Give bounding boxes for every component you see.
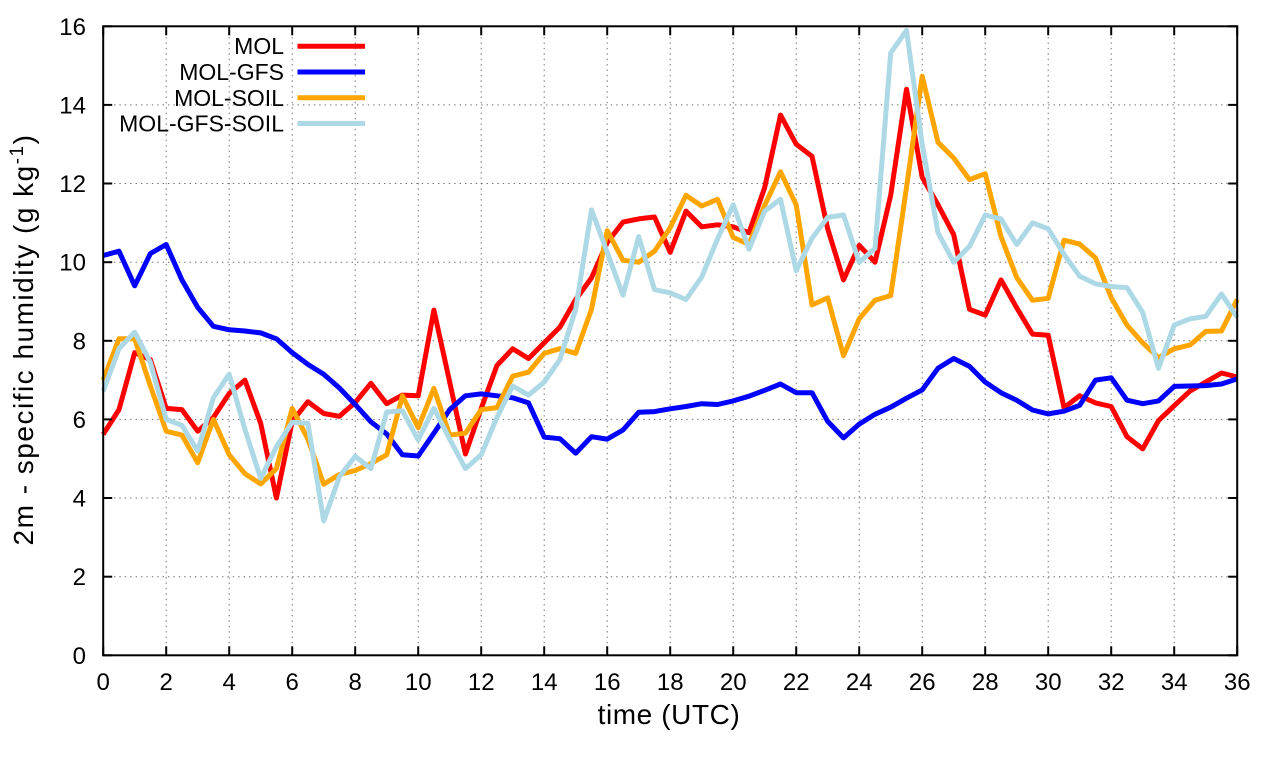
- svg-text:32: 32: [1098, 669, 1125, 696]
- svg-text:16: 16: [59, 14, 86, 41]
- svg-text:14: 14: [531, 669, 558, 696]
- svg-text:8: 8: [73, 328, 86, 355]
- svg-text:6: 6: [286, 669, 299, 696]
- svg-text:14: 14: [59, 92, 86, 119]
- svg-text:6: 6: [73, 407, 86, 434]
- svg-text:16: 16: [594, 669, 621, 696]
- svg-text:22: 22: [783, 669, 810, 696]
- svg-text:2: 2: [73, 564, 86, 591]
- svg-text:24: 24: [846, 669, 873, 696]
- svg-text:30: 30: [1035, 669, 1062, 696]
- svg-text:28: 28: [972, 669, 999, 696]
- svg-text:0: 0: [97, 669, 110, 696]
- svg-text:36: 36: [1224, 669, 1251, 696]
- svg-text:MOL-GFS-SOIL: MOL-GFS-SOIL: [119, 111, 284, 137]
- svg-text:26: 26: [909, 669, 936, 696]
- svg-text:10: 10: [59, 250, 86, 277]
- svg-text:12: 12: [468, 669, 495, 696]
- svg-text:0: 0: [73, 643, 86, 670]
- svg-text:18: 18: [657, 669, 684, 696]
- svg-text:time (UTC): time (UTC): [598, 699, 741, 730]
- svg-text:MOL-GFS: MOL-GFS: [179, 59, 284, 85]
- svg-text:20: 20: [720, 669, 747, 696]
- svg-text:MOL: MOL: [234, 33, 284, 59]
- svg-text:34: 34: [1161, 669, 1188, 696]
- svg-text:MOL-SOIL: MOL-SOIL: [174, 85, 284, 111]
- svg-text:4: 4: [73, 486, 86, 513]
- svg-text:4: 4: [223, 669, 236, 696]
- svg-text:2: 2: [160, 669, 173, 696]
- svg-text:8: 8: [349, 669, 362, 696]
- svg-text:12: 12: [59, 171, 86, 198]
- svg-text:2m - specific humidity (g kg-1: 2m - specific humidity (g kg-1): [7, 134, 39, 546]
- svg-text:10: 10: [405, 669, 432, 696]
